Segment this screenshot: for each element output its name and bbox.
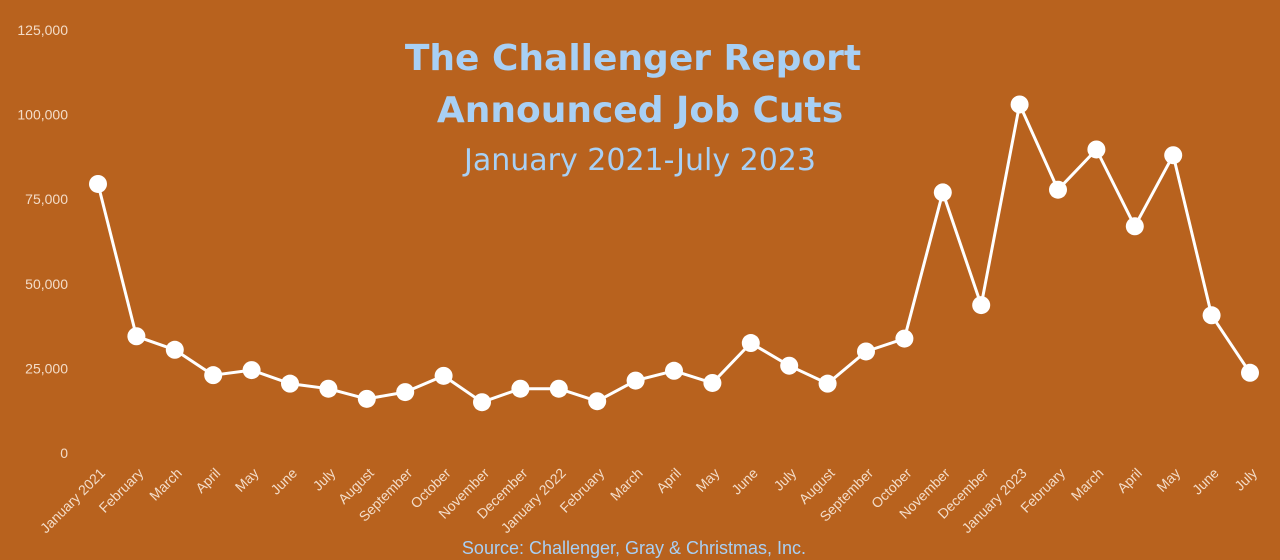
data-point bbox=[857, 342, 875, 361]
chart-title: The Challenger Report Announced Job Cuts… bbox=[405, 38, 861, 178]
y-tick-label: 75,000 bbox=[25, 191, 68, 207]
data-point bbox=[588, 392, 607, 411]
x-tick-label: April bbox=[1114, 465, 1145, 496]
data-point bbox=[895, 329, 914, 348]
x-tick-label: May bbox=[693, 465, 723, 495]
data-point bbox=[357, 389, 376, 408]
x-tick-label: June bbox=[1189, 465, 1222, 498]
data-point bbox=[89, 174, 107, 193]
data-point bbox=[665, 361, 683, 380]
title-line-1: The Challenger Report bbox=[405, 38, 861, 79]
x-tick-label: March bbox=[1068, 465, 1107, 504]
data-point bbox=[703, 373, 722, 392]
data-point bbox=[1241, 363, 1259, 382]
x-tick-label: June bbox=[267, 465, 300, 498]
data-point bbox=[434, 366, 453, 385]
data-point bbox=[741, 334, 760, 353]
data-point bbox=[1087, 140, 1106, 159]
y-tick-label: 0 bbox=[60, 445, 68, 461]
data-point bbox=[780, 356, 799, 375]
data-point bbox=[626, 371, 645, 390]
data-point bbox=[1202, 306, 1221, 325]
series-group bbox=[89, 95, 1259, 412]
data-point bbox=[1049, 180, 1067, 199]
data-point bbox=[972, 296, 991, 315]
source-note: Source: Challenger, Gray & Christmas, In… bbox=[462, 538, 806, 558]
x-tick-label: May bbox=[1153, 465, 1183, 495]
x-tick-label: March bbox=[607, 465, 646, 504]
x-tick-label: July bbox=[770, 465, 799, 494]
data-point bbox=[1010, 95, 1029, 114]
y-tick-label: 50,000 bbox=[25, 276, 68, 292]
data-point bbox=[549, 379, 568, 398]
data-point bbox=[396, 383, 415, 402]
x-tick-label: January 2021 bbox=[37, 465, 108, 536]
x-tick-label: June bbox=[728, 465, 761, 498]
y-axis-tick-labels: 0 25,000 50,000 75,000 100,000 125,000 bbox=[17, 22, 68, 461]
data-point bbox=[1125, 217, 1144, 236]
y-tick-label: 100,000 bbox=[17, 107, 68, 123]
data-point bbox=[242, 361, 261, 380]
data-point bbox=[281, 374, 299, 393]
data-point bbox=[127, 327, 146, 346]
y-tick-label: 125,000 bbox=[17, 22, 68, 38]
x-tick-label: April bbox=[192, 465, 223, 496]
data-point bbox=[319, 379, 338, 398]
title-line-3: January 2021-July 2023 bbox=[462, 143, 816, 178]
data-point bbox=[1164, 146, 1183, 165]
x-tick-label: July bbox=[1231, 465, 1260, 494]
data-point bbox=[204, 366, 223, 385]
data-point bbox=[473, 393, 491, 412]
x-tick-label: July bbox=[310, 465, 339, 494]
data-point bbox=[511, 379, 530, 398]
title-line-2: Announced Job Cuts bbox=[437, 90, 843, 131]
data-point bbox=[165, 340, 184, 359]
x-tick-label: May bbox=[232, 465, 262, 495]
x-tick-label: April bbox=[653, 465, 684, 496]
data-point bbox=[933, 183, 952, 202]
x-tick-label: March bbox=[146, 465, 185, 504]
y-tick-label: 25,000 bbox=[25, 360, 68, 376]
data-point bbox=[818, 374, 837, 393]
